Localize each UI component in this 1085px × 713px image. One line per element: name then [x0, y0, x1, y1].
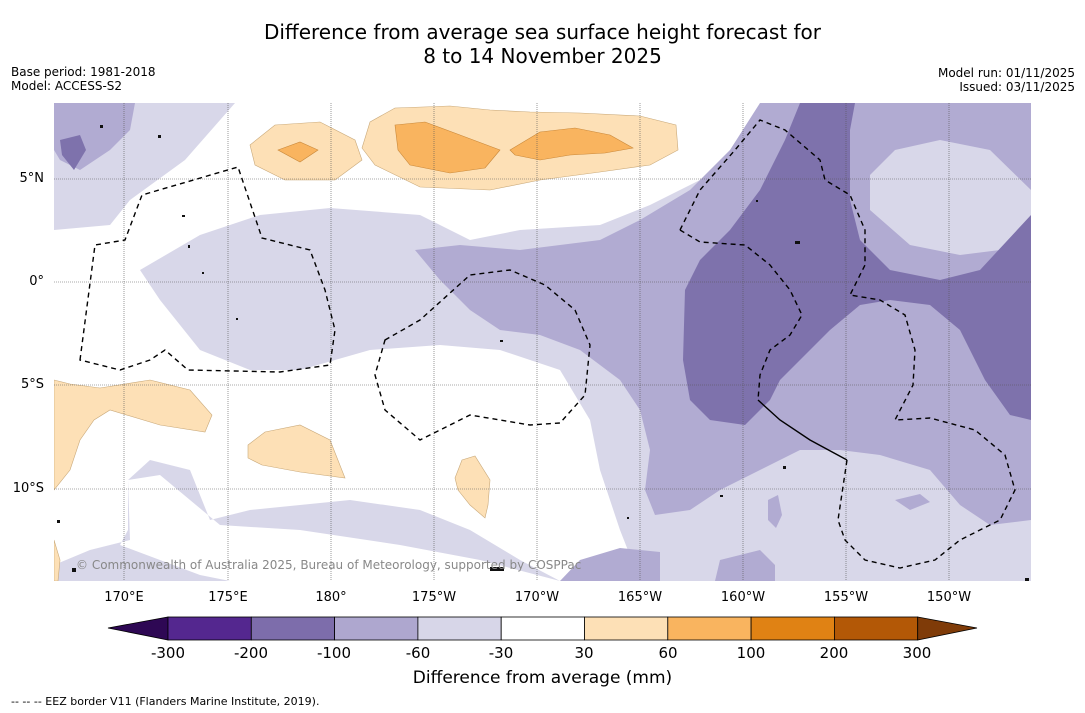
- model-run: Model run: 01/11/2025: [937, 66, 1075, 80]
- colorbar-bin: [334, 616, 419, 641]
- lon-label-150w: 150°W: [926, 590, 972, 605]
- meta-right: Model run: 01/11/2025 Issued: 03/11/2025: [938, 66, 1075, 94]
- issued-date: Issued: 03/11/2025: [959, 80, 1075, 94]
- islands: [57, 125, 1029, 581]
- graticule: [54, 103, 1031, 581]
- colorbar-extend-high: [917, 616, 978, 641]
- colorbar-bin: [167, 616, 252, 641]
- lat-label-5n: 5°N: [19, 171, 45, 186]
- model-name: Model: ACCESS-S2: [11, 79, 123, 93]
- eez-borders: [79, 119, 1016, 569]
- title-line-2: 8 to 14 November 2025: [423, 44, 662, 68]
- base-period: Base period: 1981-2018: [11, 65, 156, 79]
- colorbar-bin: [250, 616, 336, 641]
- colorbar-tick: -300: [150, 644, 186, 662]
- copyright-notice: © Commonwealth of Australia 2025, Bureau…: [76, 558, 582, 572]
- lat-label-5s: 5°S: [20, 377, 44, 392]
- colorbar: [107, 616, 978, 641]
- colorbar-bin: [834, 616, 919, 641]
- eez-border-solid: [757, 399, 848, 461]
- anomaly-mid-orange: [277, 121, 634, 174]
- lon-label-160w: 160°W: [720, 590, 766, 605]
- colorbar-tick: -100: [316, 644, 352, 662]
- lon-label-175e: 175°E: [208, 590, 248, 605]
- colorbar-bin: [667, 616, 752, 641]
- title-line-1: Difference from average sea surface heig…: [263, 20, 822, 44]
- colorbar-title: Difference from average (mm): [412, 668, 673, 688]
- chart-title: Difference from average sea surface heig…: [0, 20, 1085, 68]
- colorbar-tick: -200: [233, 644, 269, 662]
- colorbar-bin: [417, 616, 502, 641]
- lat-label-10s: 10°S: [12, 481, 44, 496]
- lon-label-155w: 155°W: [823, 590, 869, 605]
- lon-label-170w: 170°W: [514, 590, 560, 605]
- colorbar-tick: 200: [819, 644, 849, 662]
- colorbar-bin: [500, 616, 585, 641]
- colorbar-tick: -60: [405, 644, 431, 662]
- colorbar-tick: 100: [736, 644, 766, 662]
- colorbar-bin: [750, 616, 835, 641]
- colorbar-tick: -30: [488, 644, 514, 662]
- colorbar-tick: 60: [658, 644, 678, 662]
- lon-label-180: 180°: [315, 590, 347, 605]
- lon-label-165w: 165°W: [617, 590, 663, 605]
- meta-left: Base period: 1981-2018 Model: ACCESS-S2: [11, 65, 156, 93]
- colorbar-tick: 300: [902, 644, 932, 662]
- lat-label-0: 0°: [29, 274, 44, 289]
- colorbar-extend-low: [107, 616, 169, 641]
- colorbar-tick: 30: [574, 644, 594, 662]
- colorbar-bin: [584, 616, 669, 641]
- lon-label-175w: 175°W: [411, 590, 457, 605]
- anomaly-dark-purple: [60, 103, 1031, 425]
- lon-label-170e: 170°E: [104, 590, 144, 605]
- eez-footnote: -- -- -- EEZ border V11 (Flanders Marine…: [11, 695, 320, 708]
- map-panel: [54, 103, 1031, 581]
